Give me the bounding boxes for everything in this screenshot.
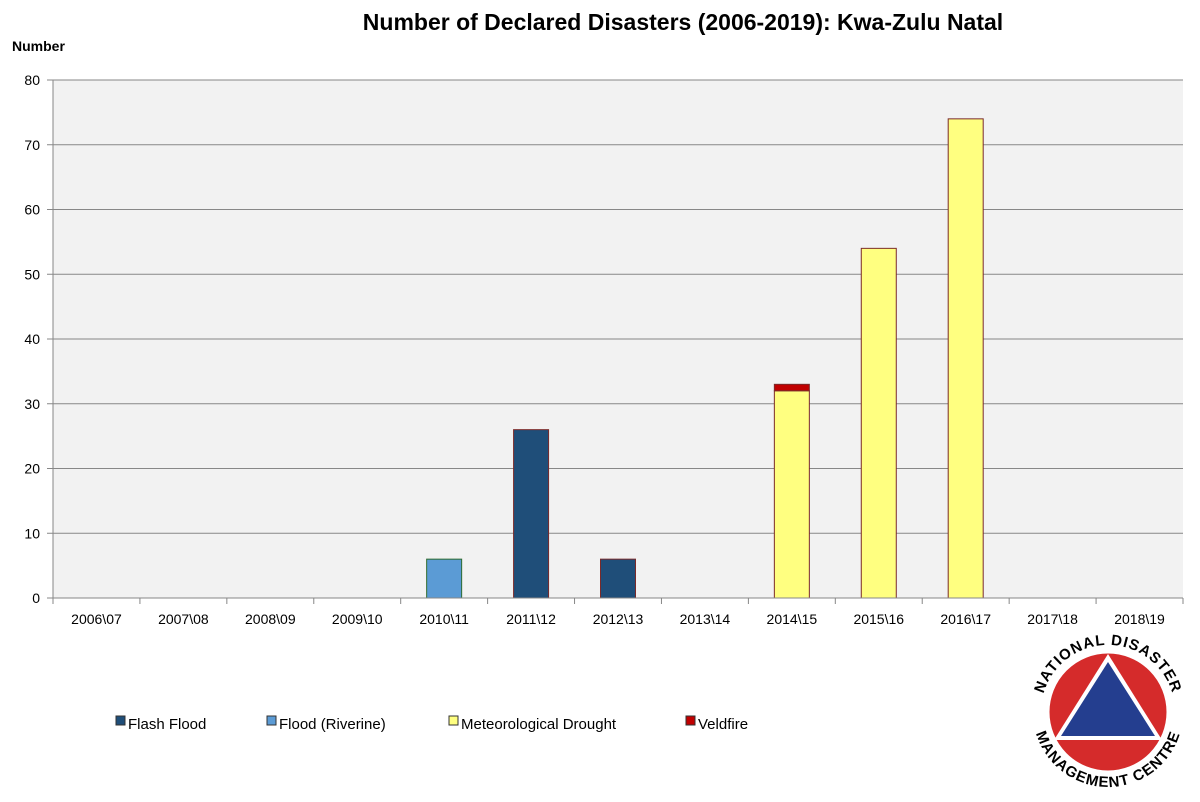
legend-item: Veldfire [685,715,748,733]
y-tick-label: 60 [24,202,40,218]
bars [426,118,984,599]
legend: Flash Flood Flood (Riverine) Meteorologica… [115,715,748,733]
bar-segment [860,247,897,599]
logo-triangle-inner [1061,662,1155,736]
legend-label: Meteorological Drought [461,716,617,733]
bar-segment [426,558,463,599]
x-tick-label: 2013\14 [680,611,731,627]
legend-label: Flash Flood [128,716,206,733]
y-tick-label: 80 [24,72,40,88]
y-tick-labels: 0 10 20 30 40 50 60 70 80 [24,72,53,606]
bar-segment [513,429,550,599]
legend-swatch [685,715,696,726]
ndmc-logo: NATIONAL DISASTER MANAGEMENT CENTRE [1031,632,1184,791]
y-tick-label: 0 [32,590,40,606]
x-tick-label: 2017\18 [1027,611,1078,627]
legend-item: Meteorological Drought [448,715,617,733]
x-tick-label: 2006\07 [71,611,122,627]
y-tick-label: 70 [24,137,40,153]
legend-item: Flood (Riverine) [266,715,386,733]
bar-segment [773,383,810,392]
y-tick-label: 50 [24,266,40,282]
axes [52,80,1183,599]
x-tick-label: 2010\11 [419,611,469,627]
x-tick-labels: 2006\07 2007\08 2008\09 2009\10 2010\11 2011\… [52,598,1184,627]
x-tick-label: 2011\12 [506,611,556,627]
legend-swatch [115,715,126,726]
y-tick-label: 40 [24,331,40,347]
legend-item: Flash Flood [115,715,206,733]
legend-swatch [266,715,277,726]
legend-label: Veldfire [698,716,748,733]
y-axis-label: Number [12,38,65,54]
x-tick-label: 2015\16 [853,611,904,627]
x-tick-label: 2014\15 [767,611,818,627]
x-tick-label: 2008\09 [245,611,296,627]
y-tick-label: 20 [24,461,40,477]
grid-lines [53,79,1183,534]
legend-label: Flood (Riverine) [279,716,386,733]
y-tick-label: 10 [24,525,40,541]
x-tick-label: 2018\19 [1114,611,1165,627]
x-tick-label: 2007\08 [158,611,209,627]
legend-swatch [448,715,459,726]
bar-segment [947,118,984,599]
x-tick-label: 2012\13 [593,611,644,627]
y-tick-label: 30 [24,396,40,412]
bar-segment [600,558,636,599]
bar-segment [773,390,810,599]
x-tick-label: 2009\10 [332,611,383,627]
chart-title: Number of Declared Disasters (2006-2019)… [363,9,1003,35]
x-tick-label: 2016\17 [940,611,991,627]
